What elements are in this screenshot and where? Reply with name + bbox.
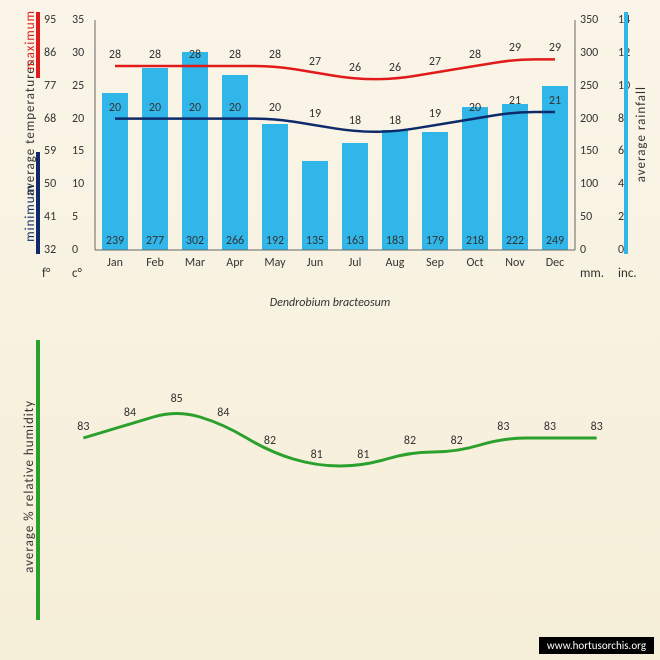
humidity-line — [0, 0, 660, 660]
